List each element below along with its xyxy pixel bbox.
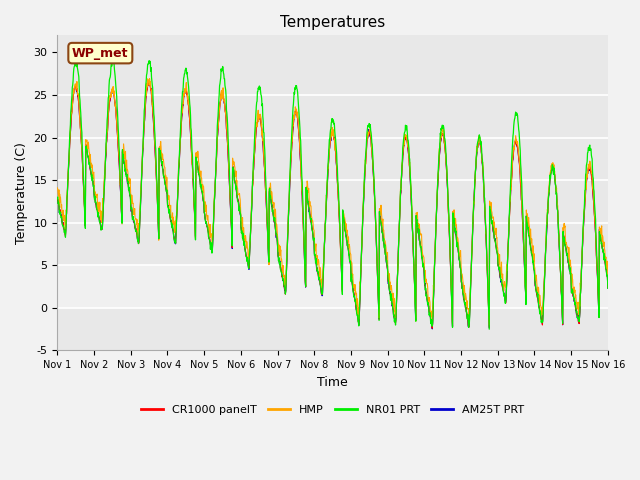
Title: Temperatures: Temperatures	[280, 15, 385, 30]
Y-axis label: Temperature (C): Temperature (C)	[15, 142, 28, 244]
Text: WP_met: WP_met	[72, 47, 129, 60]
X-axis label: Time: Time	[317, 376, 348, 389]
Bar	[58, 265, 608, 308]
Legend: CR1000 panelT, HMP, NR01 PRT, AM25T PRT: CR1000 panelT, HMP, NR01 PRT, AM25T PRT	[136, 400, 529, 419]
